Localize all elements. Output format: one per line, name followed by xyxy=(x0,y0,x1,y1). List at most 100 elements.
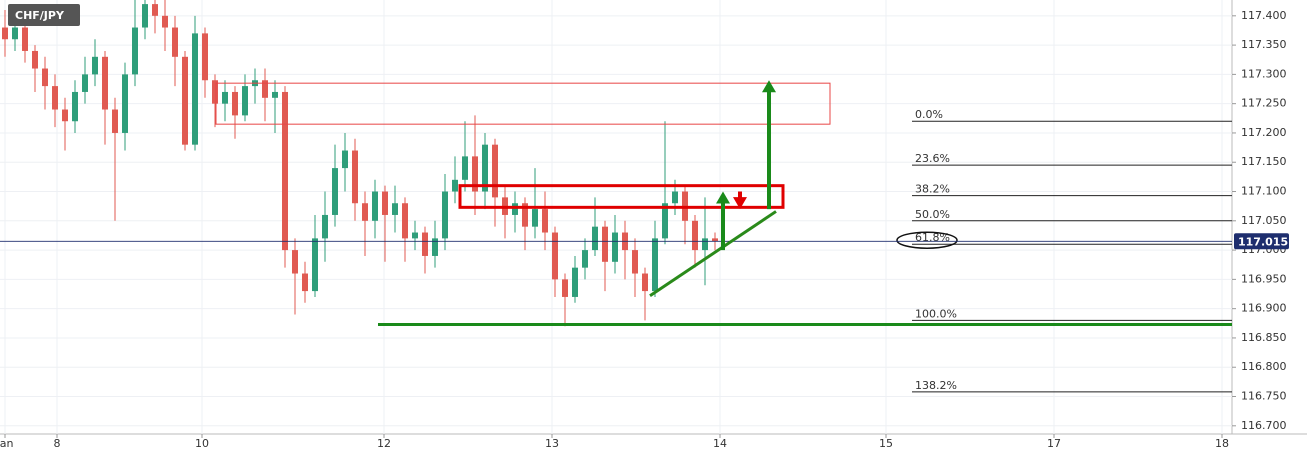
candle-body xyxy=(12,27,18,40)
fib-label: 38.2% xyxy=(915,183,950,196)
candle-body xyxy=(92,56,98,75)
candle-body xyxy=(342,150,348,169)
candle-body xyxy=(152,4,158,16)
candle-body xyxy=(482,144,488,192)
candle-body xyxy=(52,86,58,110)
candle-body xyxy=(652,238,658,292)
candle-body xyxy=(42,68,48,87)
candle-body xyxy=(322,214,328,239)
candle-body xyxy=(332,168,338,215)
candle-body xyxy=(352,150,358,204)
x-tick-label: Jan xyxy=(0,437,14,450)
fib-label: 138.2% xyxy=(915,379,957,392)
candle-body xyxy=(132,27,138,75)
candle-body xyxy=(562,279,568,297)
candle-body xyxy=(432,238,438,256)
y-tick-label: 116.800 xyxy=(1241,360,1287,373)
y-tick-label: 116.850 xyxy=(1241,331,1287,344)
x-tick-label: 8 xyxy=(54,437,61,450)
y-tick-label: 117.250 xyxy=(1241,97,1287,110)
x-tick-label: 15 xyxy=(879,437,893,450)
x-tick-label: 10 xyxy=(195,437,209,450)
ticker: CHF/JPY xyxy=(15,9,65,22)
y-tick-label: 117.300 xyxy=(1241,67,1287,80)
candle-body xyxy=(72,91,78,122)
candle-body xyxy=(102,56,108,110)
fib-highlight xyxy=(896,231,958,249)
last-price-label: 117.015 xyxy=(1238,235,1288,248)
y-tick-label: 117.400 xyxy=(1241,9,1287,22)
y-tick-label: 116.750 xyxy=(1241,390,1287,403)
candle-body xyxy=(22,27,28,51)
candle-body xyxy=(242,86,248,116)
candle-body xyxy=(62,109,68,122)
candle-body xyxy=(662,203,668,239)
candle-body xyxy=(372,191,378,221)
candle-body xyxy=(192,33,198,145)
fib-label: 0.0% xyxy=(915,108,943,121)
candle-body xyxy=(162,15,168,28)
candle-body xyxy=(172,27,178,57)
candle-body xyxy=(582,250,588,268)
arrow xyxy=(733,191,747,210)
y-tick-label: 117.350 xyxy=(1241,38,1287,51)
candle-body xyxy=(392,203,398,215)
candle-body xyxy=(272,91,278,98)
trendline xyxy=(649,210,777,298)
candle-body xyxy=(422,232,428,256)
x-tick-label: 14 xyxy=(713,437,727,450)
candle-body xyxy=(1,27,8,40)
candle-body xyxy=(82,74,88,92)
candle-body xyxy=(142,4,148,28)
fib-label: 23.6% xyxy=(915,152,950,165)
x-tick-label: 17 xyxy=(1047,437,1061,450)
candle-body xyxy=(602,226,608,262)
candle-body xyxy=(592,226,598,251)
arrow xyxy=(762,80,776,210)
candle-body xyxy=(492,144,498,198)
candle-body xyxy=(292,250,298,274)
candle-body xyxy=(692,220,698,251)
candle-body xyxy=(632,250,638,274)
candle-body xyxy=(312,238,318,292)
ticker-badge xyxy=(8,4,80,26)
candle-body xyxy=(452,179,458,192)
candle-body xyxy=(122,74,128,133)
x-tick-label: 18 xyxy=(1215,437,1229,450)
zone xyxy=(458,184,785,209)
candle-body xyxy=(222,91,228,104)
candle-body xyxy=(32,50,38,69)
candle-body xyxy=(512,203,518,215)
x-tick-label: 13 xyxy=(545,437,559,450)
candle-body xyxy=(412,232,418,239)
candle-body xyxy=(522,203,528,227)
candle-body xyxy=(182,56,188,145)
candle-body xyxy=(712,238,718,242)
candle-body xyxy=(542,209,548,233)
candle-body xyxy=(202,33,208,81)
zone xyxy=(215,82,831,125)
candle-body xyxy=(642,273,648,292)
candle-body xyxy=(672,191,678,204)
fib-label: 100.0% xyxy=(915,307,957,320)
candle-body xyxy=(402,203,408,239)
candle-body xyxy=(612,232,618,262)
candle-body xyxy=(362,203,368,221)
y-tick-label: 117.200 xyxy=(1241,126,1287,139)
candle-body xyxy=(532,209,538,227)
candle-body xyxy=(302,273,308,292)
y-tick-label: 116.900 xyxy=(1241,302,1287,315)
candle-body xyxy=(472,156,478,192)
candle-body xyxy=(572,267,578,297)
fib-label: 50.0% xyxy=(915,208,950,221)
y-tick-label: 117.100 xyxy=(1241,185,1287,198)
candle-body xyxy=(702,238,708,251)
candle-body xyxy=(462,156,468,180)
candle-body xyxy=(232,91,238,116)
candle-body xyxy=(442,191,448,239)
candle-body xyxy=(112,109,118,133)
x-tick-label: 12 xyxy=(377,437,391,450)
